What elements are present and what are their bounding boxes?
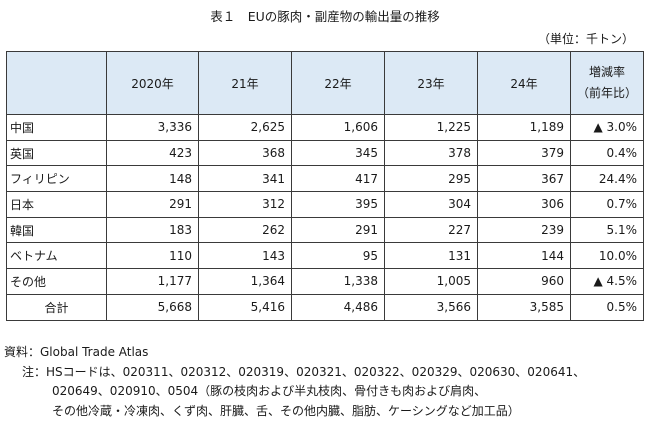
export-volume-table: 2020年 21年 22年 23年 24年 増減率 （前年比） 中国 3,336…: [6, 51, 644, 321]
table-row: フィリピン 148 341 417 295 367 24.4%: [6, 165, 644, 193]
cell-rate: 24.4%: [570, 165, 644, 193]
cell-value: 1,177: [106, 268, 199, 295]
row-label: 英国: [6, 139, 107, 167]
cell-value: 3,336: [106, 114, 199, 141]
cell-value: 367: [477, 165, 571, 193]
header-change-rate: 増減率 （前年比）: [570, 51, 644, 115]
hs-code-note-continued: その他冷蔵・冷凍肉、くず肉、肝臓、舌、その他内臓、脂肪、ケーシングなど加工品）: [52, 403, 520, 418]
cell-value: 291: [291, 216, 385, 244]
table-row: ベトナム 110 143 95 131 144 10.0%: [6, 242, 644, 270]
cell-rate: ▲ 4.5%: [570, 268, 644, 295]
change-rate-label: 増減率: [588, 65, 625, 79]
header-21: 21年: [198, 51, 292, 115]
row-label: ベトナム: [6, 242, 107, 270]
cell-value: 183: [106, 216, 199, 244]
total-label: 合計: [6, 293, 107, 321]
cell-value: 417: [291, 165, 385, 193]
row-label: 韓国: [6, 216, 107, 244]
cell-rate: 0.7%: [570, 191, 644, 218]
row-label: 中国: [6, 114, 107, 141]
header-24: 24年: [477, 51, 571, 115]
cell-value: 1,005: [384, 268, 478, 295]
cell-value: 1,338: [291, 268, 385, 295]
table-row: その他 1,177 1,364 1,338 1,005 960 ▲ 4.5%: [6, 268, 644, 295]
change-rate-sublabel: （前年比）: [576, 86, 637, 100]
cell-value: 110: [106, 242, 199, 270]
table-row: 日本 291 312 395 304 306 0.7%: [6, 191, 644, 218]
cell-value: 312: [198, 191, 292, 218]
cell-value: 95: [291, 242, 385, 270]
header-23: 23年: [384, 51, 478, 115]
unit-label: （単位：千トン）: [537, 32, 634, 46]
cell-value: 395: [291, 191, 385, 218]
cell-value: 131: [384, 242, 478, 270]
table-title: 表１ EUの豚肉・副産物の輸出量の推移: [210, 9, 440, 24]
cell-rate: 0.4%: [570, 139, 644, 167]
header-row: 2020年 21年 22年 23年 24年 増減率 （前年比）: [6, 51, 644, 115]
cell-value: 1,364: [198, 268, 292, 295]
change-rate-header-text: 増減率 （前年比）: [577, 62, 637, 104]
cell-value: 960: [477, 268, 571, 295]
cell-value: 306: [477, 191, 571, 218]
total-value: 5,416: [198, 293, 292, 321]
header-empty-cell: [6, 51, 107, 115]
table-row: 韓国 183 262 291 227 239 5.1%: [6, 216, 644, 244]
cell-value: 143: [198, 242, 292, 270]
cell-value: 1,189: [477, 114, 571, 141]
source-note: 資料：Global Trade Atlas: [4, 345, 149, 359]
cell-value: 1,225: [384, 114, 478, 141]
cell-value: 2,625: [198, 114, 292, 141]
footnotes: 資料：Global Trade Atlas 注：HSコードは、020311、02…: [4, 343, 585, 421]
cell-value: 291: [106, 191, 199, 218]
cell-value: 368: [198, 139, 292, 167]
cell-value: 148: [106, 165, 199, 193]
cell-value: 345: [291, 139, 385, 167]
cell-value: 227: [384, 216, 478, 244]
cell-rate: 10.0%: [570, 242, 644, 270]
total-value: 3,566: [384, 293, 478, 321]
table-row: 中国 3,336 2,625 1,606 1,225 1,189 ▲ 3.0%: [6, 114, 644, 141]
total-value: 5,668: [106, 293, 199, 321]
cell-value: 144: [477, 242, 571, 270]
cell-value: 423: [106, 139, 199, 167]
cell-value: 239: [477, 216, 571, 244]
total-value: 3,585: [477, 293, 571, 321]
header-2020: 2020年: [106, 51, 199, 115]
header-22: 22年: [291, 51, 385, 115]
total-row: 合計 5,668 5,416 4,486 3,566 3,585 0.5%: [6, 293, 644, 321]
cell-rate: 5.1%: [570, 216, 644, 244]
cell-value: 341: [198, 165, 292, 193]
row-label: 日本: [6, 191, 107, 218]
hs-code-note-continued: 020649、020910、0504（豚の枝肉および半丸枝肉、骨付きも肉および肩…: [52, 384, 487, 398]
total-value: 4,486: [291, 293, 385, 321]
row-label: フィリピン: [6, 165, 107, 193]
table-row: 英国 423 368 345 378 379 0.4%: [6, 139, 644, 167]
cell-value: 295: [384, 165, 478, 193]
cell-value: 379: [477, 139, 571, 167]
cell-value: 1,606: [291, 114, 385, 141]
total-rate: 0.5%: [570, 293, 644, 321]
row-label: その他: [6, 268, 107, 295]
hs-code-note: 注：HSコードは、020311、020312、020319、020321、020…: [22, 364, 586, 379]
cell-value: 378: [384, 139, 478, 167]
cell-value: 262: [198, 216, 292, 244]
cell-rate: ▲ 3.0%: [570, 114, 644, 141]
cell-value: 304: [384, 191, 478, 218]
